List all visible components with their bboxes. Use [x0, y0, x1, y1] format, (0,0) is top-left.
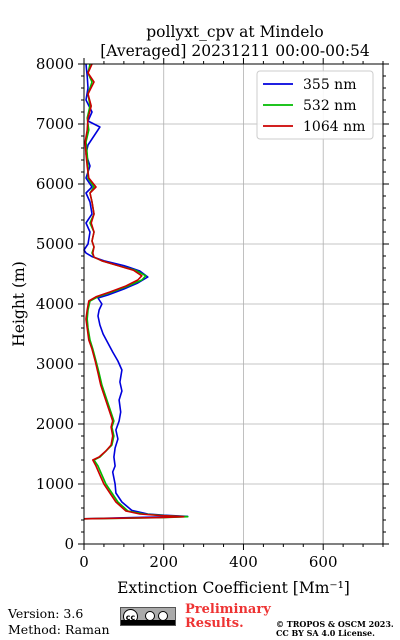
x-tick-label: 400: [229, 553, 258, 571]
y-tick-label: 5000: [36, 235, 74, 253]
series-line-2: [83, 63, 189, 520]
y-tick-label: 0: [64, 535, 74, 553]
cc-license-icon: cc: [120, 607, 176, 626]
extinction-profile-chart: 0 200 400 600010002000300040005000600070008…: [10, 55, 389, 597]
legend-label: 1064 nm: [303, 119, 365, 135]
copyright-line-2: CC BY SA 4.0 License.: [276, 628, 375, 638]
preliminary-line-2: Results.: [185, 616, 244, 631]
y-tick-label: 8000: [36, 55, 74, 73]
legend: 355 nm 532 nm 1064 nm: [256, 70, 374, 140]
version-label: Version: 3.6: [8, 606, 84, 621]
y-axis-label: Height (m): [10, 261, 28, 347]
y-tick-label: 4000: [36, 295, 74, 313]
x-tick-label: 600: [309, 553, 338, 571]
preliminary-results-label: Preliminary Results.: [185, 603, 271, 631]
series-line-3: [83, 63, 185, 520]
x-tick-label: 200: [149, 553, 178, 571]
x-tick-label: 0: [79, 553, 89, 571]
cc-badge-strip: [121, 620, 175, 625]
preliminary-line-1: Preliminary: [185, 602, 271, 617]
y-tick-label: 1000: [36, 475, 74, 493]
y-tick-label: 3000: [36, 355, 74, 373]
legend-box: [256, 70, 374, 140]
y-tick-label: 2000: [36, 415, 74, 433]
series-line-1: [83, 63, 189, 520]
x-axis-label: Extinction Coefficient [Mm⁻¹]: [117, 579, 350, 597]
legend-label: 532 nm: [303, 98, 356, 114]
method-label: Method: Raman: [8, 622, 110, 637]
legend-label: 355 nm: [303, 77, 356, 93]
y-tick-label: 7000: [36, 115, 74, 133]
chart-title-line-1: pollyxt_cpv at Mindelo: [146, 23, 324, 41]
chart-title-line-2: [Averaged] 20231211 00:00-00:54: [100, 42, 370, 60]
copyright-notice: © TROPOS & OSCM 2023. CC BY SA 4.0 Licen…: [276, 620, 394, 638]
y-tick-label: 6000: [36, 175, 74, 193]
footer-info: Version: 3.6 Method: Raman: [8, 606, 110, 638]
copyright-line-1: © TROPOS & OSCM 2023.: [276, 619, 394, 629]
